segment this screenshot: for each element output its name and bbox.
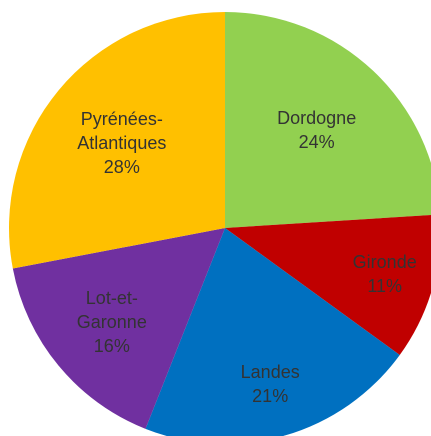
category-label: Gironde — [352, 252, 417, 273]
pie-slice — [145, 228, 400, 436]
category-label: Pyrénées-Atlantiques — [77, 108, 167, 153]
category-label: Landes — [240, 361, 300, 382]
slice-label: Landes 21% — [225, 360, 315, 408]
value-label: 21% — [252, 385, 289, 406]
value-label: 28% — [103, 156, 140, 177]
category-label: Lot-et-Garonne — [76, 287, 147, 332]
value-label: 24% — [298, 132, 335, 153]
category-label: Dordogne — [277, 108, 357, 129]
value-label: 16% — [93, 335, 130, 356]
slice-label: Gironde 11% — [340, 250, 430, 298]
pie-slice — [12, 228, 225, 429]
pie-slice — [8, 12, 225, 269]
slice-label: Pyrénées-Atlantiques 28% — [57, 107, 187, 179]
slice-label: Lot-et-Garonne 16% — [67, 286, 157, 358]
pie-slice — [225, 215, 431, 355]
value-label: 11% — [367, 276, 403, 297]
slice-label: Dordogne 24% — [262, 106, 372, 154]
pie-slice — [225, 12, 431, 228]
